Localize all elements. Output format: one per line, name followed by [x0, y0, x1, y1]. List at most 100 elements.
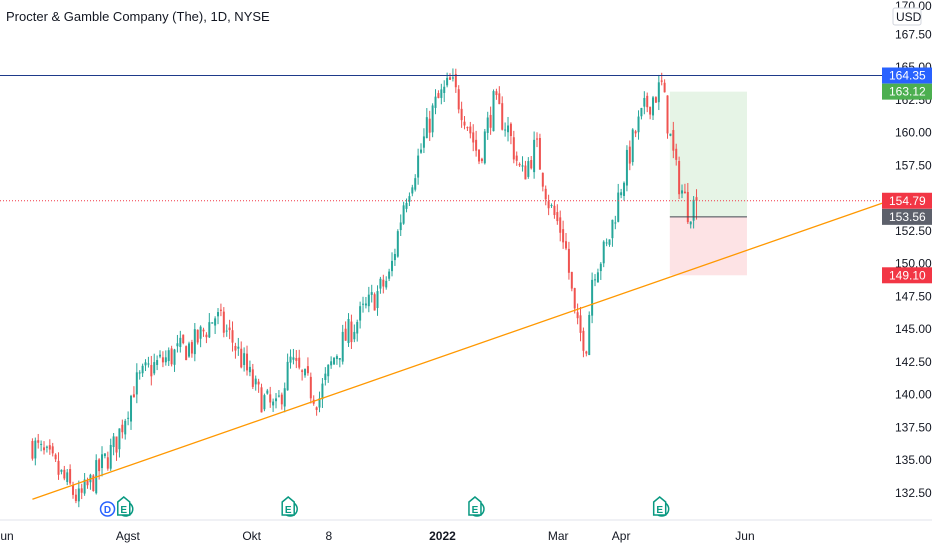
x-axis[interactable]: Jun Agst Okt 8 2022 Mar Apr Jun: [0, 519, 932, 543]
candle-body: [138, 372, 141, 374]
candle-body: [649, 106, 652, 115]
candle-body: [286, 361, 289, 391]
candle-body: [625, 149, 628, 186]
candle-body: [260, 387, 263, 413]
candle-body: [469, 126, 472, 134]
price-tag: [882, 83, 932, 100]
candle-body: [652, 97, 655, 116]
candle-body: [602, 241, 605, 264]
candle-body: [356, 321, 359, 334]
y-tick-label: 145.00: [895, 322, 932, 336]
candle-body: [440, 89, 443, 98]
candle-body: [512, 137, 515, 160]
candle-body: [391, 260, 394, 272]
candle-body: [54, 454, 57, 460]
candle-body: [585, 351, 588, 354]
candle-body: [504, 129, 507, 131]
candle-body: [257, 381, 260, 385]
candle-body: [219, 309, 222, 311]
candle-body: [483, 131, 486, 164]
candle-body: [530, 160, 533, 169]
candle-body: [240, 348, 243, 368]
earnings-badge[interactable]: E: [117, 496, 134, 517]
candle-body: [118, 428, 121, 450]
candle-body: [48, 445, 51, 450]
candle-body: [362, 303, 365, 305]
candle-body: [420, 149, 423, 153]
earnings-badge[interactable]: E: [652, 496, 670, 517]
candle-body: [83, 479, 86, 494]
candle-body: [292, 357, 295, 360]
candle-body: [63, 469, 66, 479]
candle-body: [57, 460, 60, 475]
candle-body: [434, 96, 437, 108]
candle-body: [222, 311, 225, 333]
candle-body: [556, 212, 559, 222]
candle-body: [489, 114, 492, 128]
price-tag-label: 164.35: [889, 69, 926, 83]
candle-body: [570, 271, 573, 289]
candle-body: [666, 95, 669, 134]
earnings-badge[interactable]: E: [468, 496, 485, 517]
candle-body: [399, 222, 402, 231]
candle-body: [74, 494, 77, 502]
candle-body: [60, 469, 63, 472]
candle-body: [588, 314, 591, 356]
candle-body: [559, 217, 562, 233]
candle-body: [196, 329, 199, 343]
price-tag-label: 149.10: [889, 268, 926, 282]
price-tag: [882, 267, 932, 284]
candle-body: [304, 369, 307, 376]
candle-body: [683, 191, 686, 194]
candle-body: [34, 440, 37, 459]
candle-body: [31, 440, 34, 459]
candle-body: [309, 376, 312, 399]
candle-body: [199, 326, 202, 339]
candle-body: [237, 346, 240, 349]
y-tick-label: 147.50: [895, 289, 932, 303]
candle-body: [472, 132, 475, 143]
candle-body: [251, 369, 254, 387]
price-tag: [882, 208, 932, 225]
candle-body: [141, 365, 144, 374]
candle-body: [130, 395, 133, 422]
candle-body: [565, 241, 568, 249]
candle-body: [272, 401, 275, 406]
earnings-icon: [468, 496, 482, 516]
y-tick-label: 135.00: [895, 453, 932, 467]
candle-body: [428, 118, 431, 133]
candle-body: [536, 138, 539, 140]
trendline[interactable]: [32, 202, 883, 500]
earnings-badge[interactable]: E: [281, 496, 298, 517]
candle-body: [43, 447, 46, 451]
candle-body: [657, 82, 660, 103]
stop-loss-zone[interactable]: [669, 216, 747, 276]
candle-body: [170, 348, 173, 365]
candle-body: [109, 444, 112, 469]
candle-body: [231, 330, 234, 343]
candle-body: [631, 129, 634, 163]
candle-body: [106, 457, 109, 469]
candle-body: [115, 436, 118, 453]
candle-body: [451, 77, 454, 79]
candle-body: [246, 353, 249, 371]
x-tick-label: Jun: [0, 529, 14, 543]
candle-body: [254, 378, 257, 385]
candle-body: [373, 294, 376, 311]
candle-body: [695, 197, 698, 201]
candle-body: [51, 446, 54, 454]
candle-body: [333, 357, 336, 365]
candle-body: [620, 192, 623, 196]
candle-body: [112, 436, 115, 448]
candle-body: [156, 360, 159, 365]
profit-zone[interactable]: [669, 91, 747, 217]
dividend-badge[interactable]: D: [99, 501, 116, 517]
candle-body: [86, 480, 89, 486]
candle-body: [396, 231, 399, 257]
chart-title: Procter & Gamble Company (The), 1D, NYSE: [6, 9, 270, 24]
candle-body: [66, 472, 69, 482]
earnings-label: E: [656, 505, 663, 516]
candle-body: [234, 345, 237, 351]
